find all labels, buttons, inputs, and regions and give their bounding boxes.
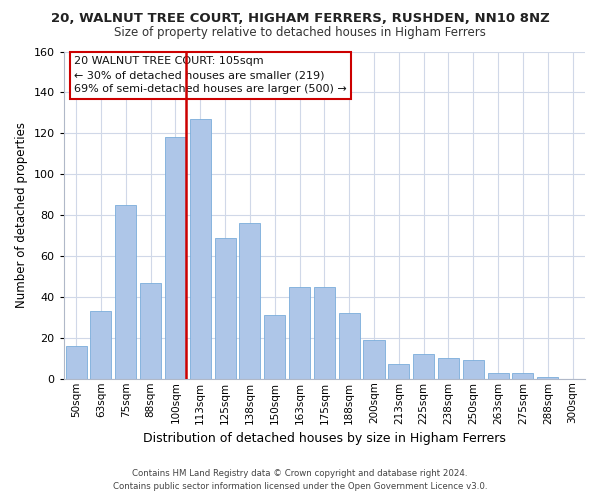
Bar [264,316,285,379]
Bar [190,119,211,379]
Text: Contains HM Land Registry data © Crown copyright and database right 2024.
Contai: Contains HM Land Registry data © Crown c… [113,470,487,491]
Bar [488,372,509,379]
Bar [165,138,186,379]
Bar [413,354,434,379]
Bar [215,238,236,379]
Bar [239,224,260,379]
Bar [140,282,161,379]
X-axis label: Distribution of detached houses by size in Higham Ferrers: Distribution of detached houses by size … [143,432,506,445]
Bar [338,314,360,379]
Bar [91,312,112,379]
Bar [512,372,533,379]
Y-axis label: Number of detached properties: Number of detached properties [15,122,28,308]
Text: 20, WALNUT TREE COURT, HIGHAM FERRERS, RUSHDEN, NN10 8NZ: 20, WALNUT TREE COURT, HIGHAM FERRERS, R… [50,12,550,26]
Bar [314,286,335,379]
Bar [463,360,484,379]
Bar [115,205,136,379]
Text: 20 WALNUT TREE COURT: 105sqm
← 30% of detached houses are smaller (219)
69% of s: 20 WALNUT TREE COURT: 105sqm ← 30% of de… [74,56,347,94]
Bar [289,286,310,379]
Text: Size of property relative to detached houses in Higham Ferrers: Size of property relative to detached ho… [114,26,486,39]
Bar [388,364,409,379]
Bar [438,358,459,379]
Bar [364,340,385,379]
Bar [65,346,86,379]
Bar [537,376,559,379]
